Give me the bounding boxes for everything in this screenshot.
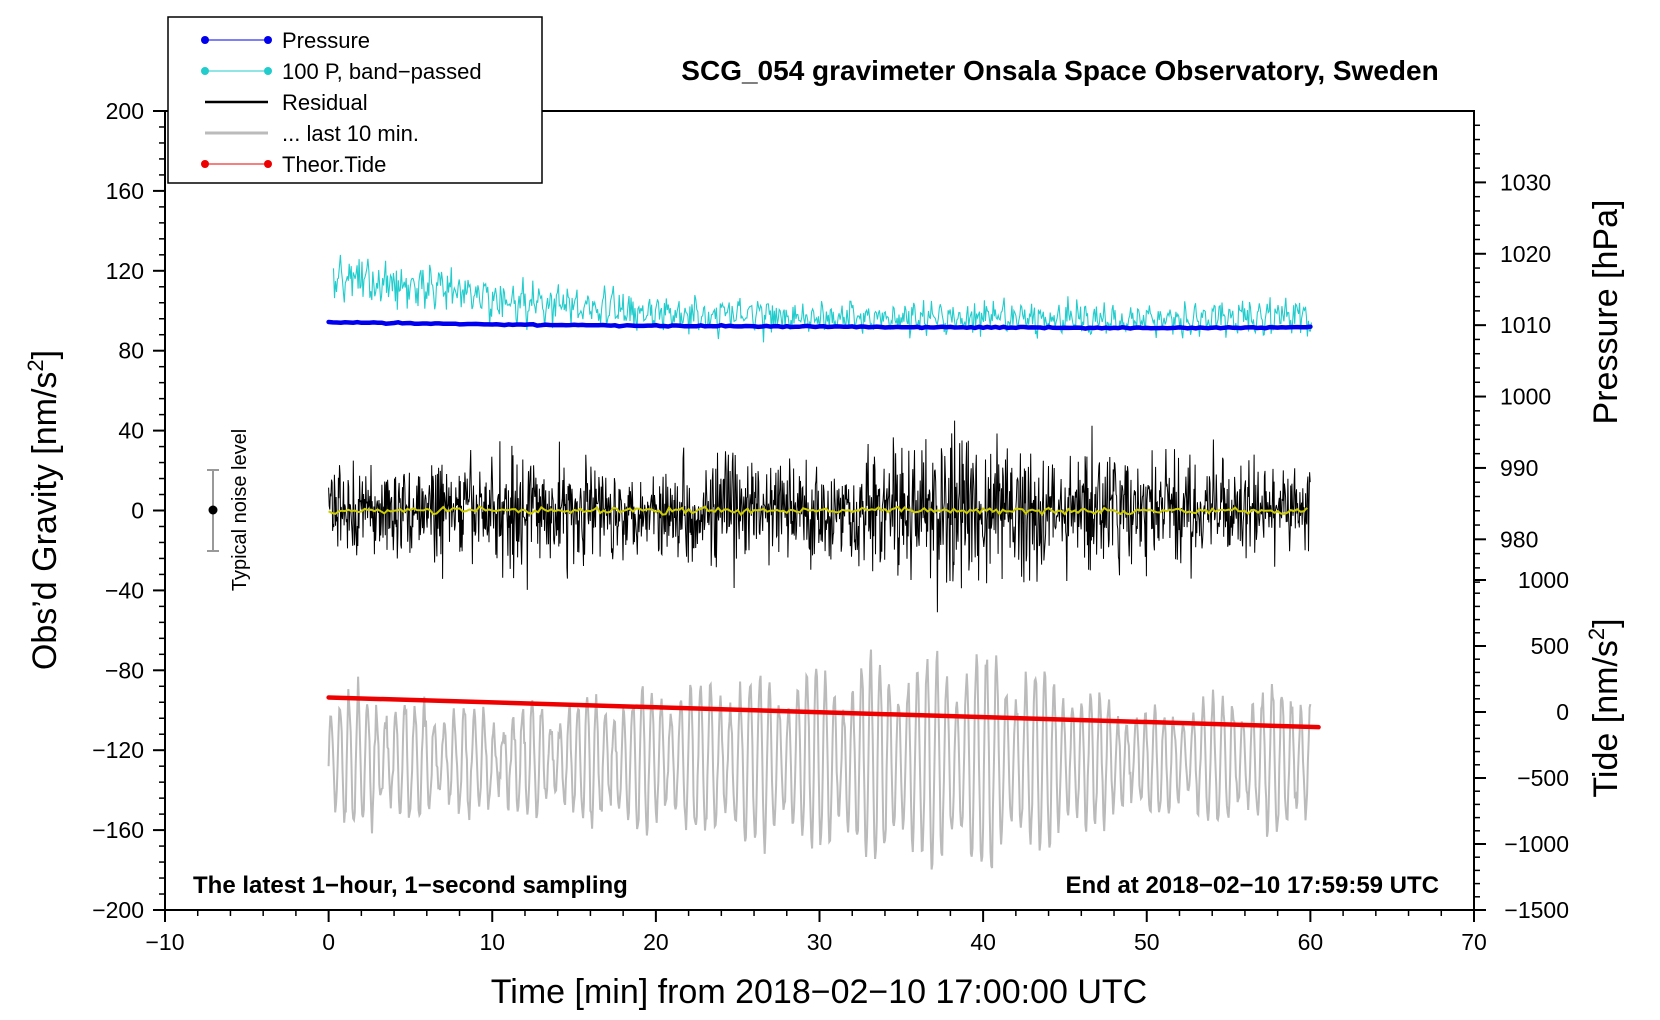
legend-label: ... last 10 min. <box>282 121 419 146</box>
x-tick-label: 40 <box>970 929 996 955</box>
legend-marker <box>201 67 209 75</box>
y-axis-left-title: Obs’d Gravity [nm/s2] <box>23 350 64 670</box>
series-residual <box>328 420 1311 613</box>
last-10-min-line <box>327 649 1312 870</box>
x-tick-label: 50 <box>1134 929 1160 955</box>
noise-level-label: Typical noise level <box>229 429 251 591</box>
y-tick-label: −120 <box>92 737 144 763</box>
noise-level-indicator: Typical noise level <box>207 429 251 591</box>
pressure-tick-label: 990 <box>1500 455 1538 481</box>
series-band-passed-pressure <box>332 254 1312 343</box>
y-axis-left-title-sup: 2 <box>23 359 48 371</box>
y-axis-pressure-ticks: 1030 1020 1010 1000 990 980 <box>1474 124 1551 583</box>
residual-mean-line <box>328 505 1308 517</box>
y-tick-label: 40 <box>118 418 144 444</box>
band-passed-line <box>332 254 1312 343</box>
x-axis-ticks: −10 0 10 20 30 40 50 60 70 <box>145 910 1487 955</box>
legend-box <box>167 16 543 184</box>
y-tick-label: −40 <box>105 577 144 603</box>
theoretical-tide-line <box>326 695 1321 730</box>
y-axis-left-title-end: ] <box>26 350 64 359</box>
x-axis-title: Time [min] from 2018−02−10 17:00:00 UTC <box>491 973 1147 1011</box>
y-axis-tide-title-end: ] <box>1587 618 1625 627</box>
y-axis-left-title-main: Obs’d Gravity [nm/s <box>26 372 64 671</box>
legend-marker <box>264 160 272 168</box>
y-axis-tide-title: Tide [nm/s2] <box>1584 618 1625 797</box>
y-axis-left-ticks: 200 160 120 80 40 0 −40 −80 −120 −160 −200 <box>92 98 165 923</box>
y-tick-label: 80 <box>118 338 144 364</box>
y-axis-tide-title-main: Tide [nm/s <box>1587 640 1625 797</box>
y-tick-label: −200 <box>92 897 144 923</box>
y-axis-tide-ticks: 1000 500 0 −500 −1000 −1500 <box>1474 567 1569 923</box>
legend-marker <box>264 67 272 75</box>
tide-tick-label: −1000 <box>1504 831 1569 857</box>
legend-label: Pressure <box>282 28 370 53</box>
x-tick-label: −10 <box>145 929 184 955</box>
y-tick-label: 0 <box>131 498 144 524</box>
legend-label: Theor.Tide <box>282 152 386 177</box>
tide-tick-label: 1000 <box>1518 567 1569 593</box>
x-tick-label: 30 <box>807 929 833 955</box>
series-pressure <box>326 319 1313 331</box>
series-last-10-min <box>327 649 1312 870</box>
legend: Pressure 100 P, band−passed Residual ... la… <box>167 16 543 184</box>
y-tick-label: −160 <box>92 817 144 843</box>
tide-tick-label: 0 <box>1556 699 1569 725</box>
legend-marker <box>201 36 209 44</box>
chart-title: SCG_054 gravimeter Onsala Space Observat… <box>681 55 1438 86</box>
legend-marker <box>264 36 272 44</box>
y-axis-pressure-title: Pressure [hPa] <box>1587 200 1625 425</box>
annotation-sampling: The latest 1−hour, 1−second sampling <box>193 872 628 899</box>
y-axis-tide-title-sup: 2 <box>1584 628 1609 640</box>
tide-tick-label: −1500 <box>1504 897 1569 923</box>
legend-label: 100 P, band−passed <box>282 59 482 84</box>
y-tick-label: 200 <box>106 98 144 124</box>
series-theoretical-tide <box>326 695 1321 730</box>
y-tick-label: −80 <box>105 657 144 683</box>
pressure-tick-label: 1030 <box>1500 169 1551 195</box>
y-tick-label: 120 <box>106 258 144 284</box>
x-tick-label: 10 <box>479 929 505 955</box>
legend-label: Residual <box>282 90 368 115</box>
tide-tick-label: 500 <box>1531 633 1569 659</box>
x-tick-label: 70 <box>1461 929 1487 955</box>
tide-tick-label: −500 <box>1517 765 1569 791</box>
x-tick-label: 60 <box>1298 929 1324 955</box>
noise-level-dot <box>208 505 218 515</box>
pressure-tick-label: 1010 <box>1500 312 1551 338</box>
pressure-tick-label: 980 <box>1500 526 1538 552</box>
annotation-end-time: End at 2018−02−10 17:59:59 UTC <box>1065 872 1439 899</box>
residual-line <box>328 420 1311 613</box>
pressure-tick-label: 1000 <box>1500 384 1551 410</box>
x-tick-label: 0 <box>322 929 335 955</box>
y-tick-label: 160 <box>106 178 144 204</box>
pressure-tick-label: 1020 <box>1500 241 1551 267</box>
series-residual-mean <box>328 505 1308 517</box>
pressure-line <box>326 319 1313 331</box>
x-tick-label: 20 <box>643 929 669 955</box>
legend-marker <box>201 160 209 168</box>
